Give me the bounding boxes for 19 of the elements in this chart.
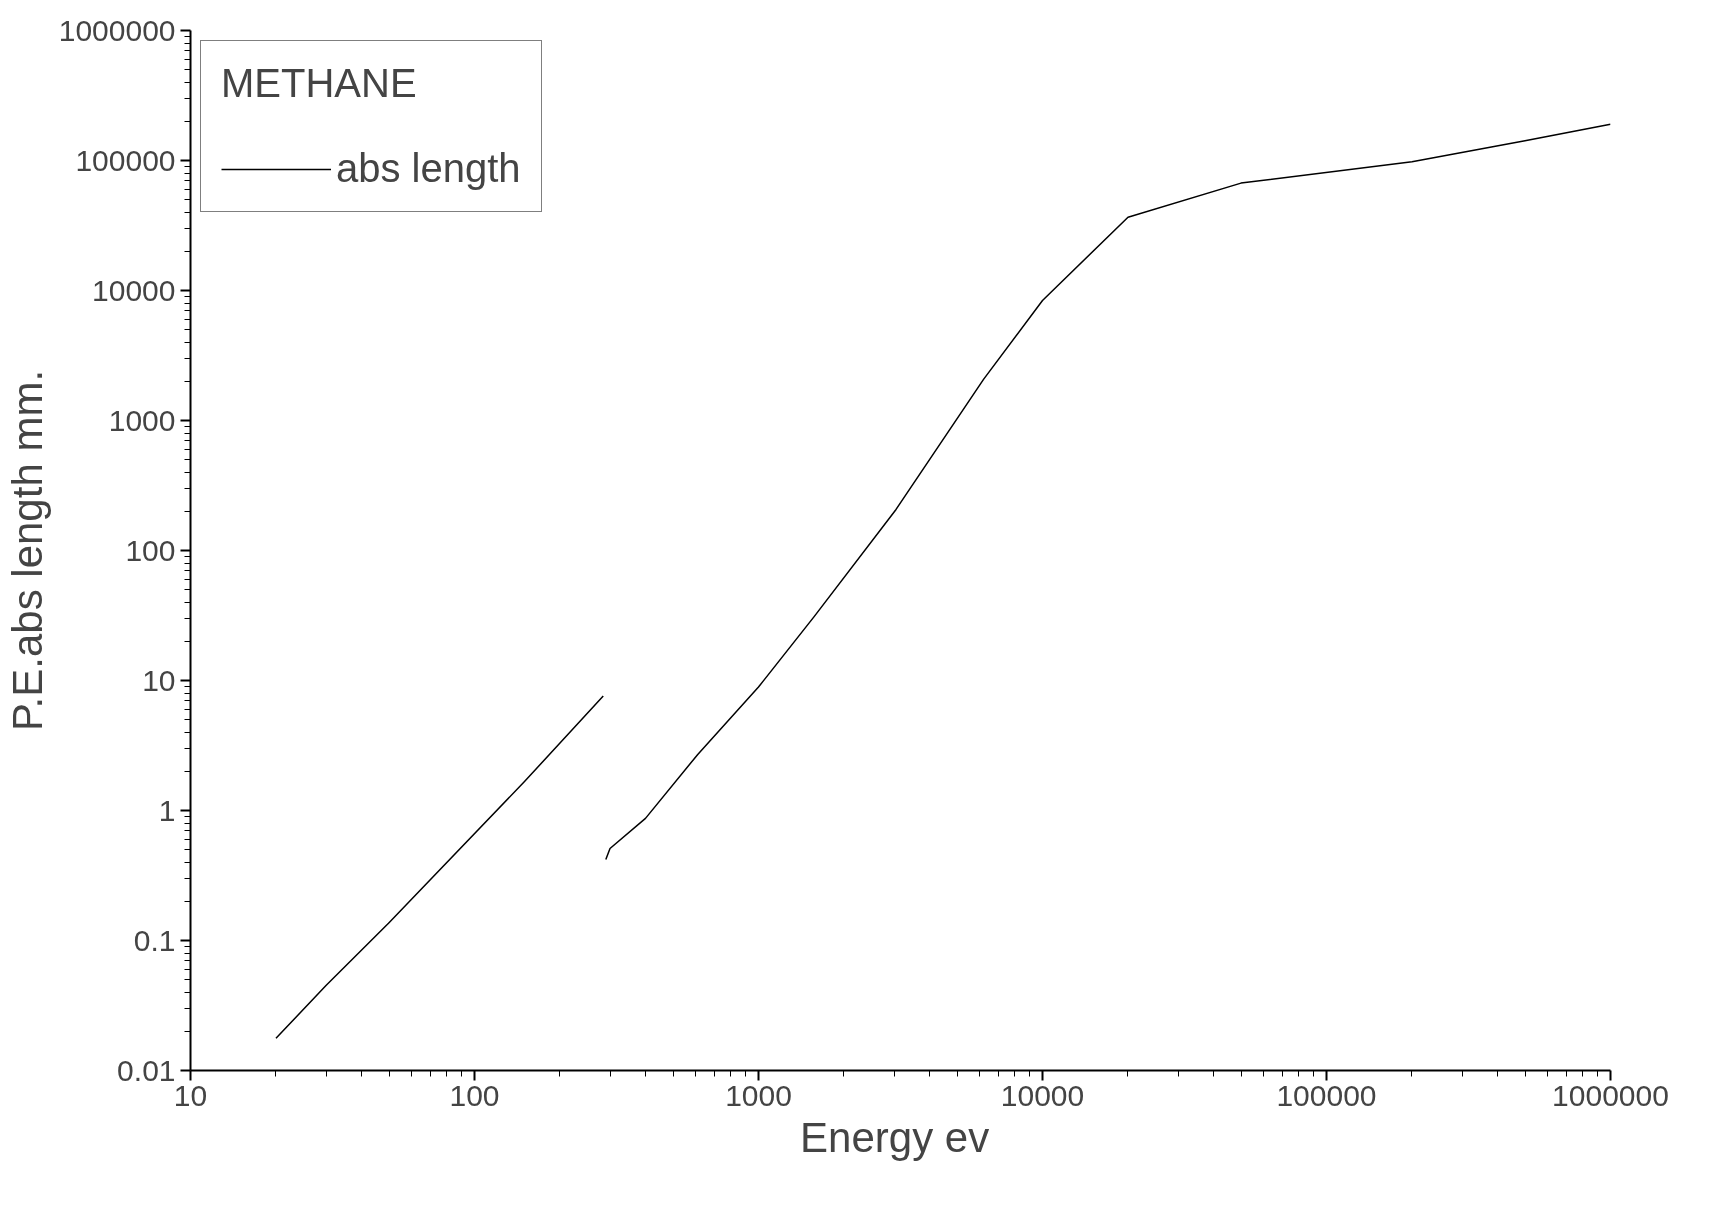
y-axis-title: P.E.abs length mm. bbox=[3, 369, 51, 732]
x-tick-label: 1000000 bbox=[1552, 1078, 1669, 1112]
y-tick-label: 100000 bbox=[75, 143, 176, 177]
x-axis-title: Energy ev bbox=[800, 1113, 990, 1161]
y-tick-label: 1000000 bbox=[58, 13, 176, 47]
y-tick-label: 10000 bbox=[92, 273, 176, 307]
legend-title: METHANE bbox=[221, 61, 418, 106]
x-tick-label: 100000 bbox=[1276, 1078, 1377, 1112]
y-tick-label: 0.1 bbox=[133, 923, 176, 957]
legend-label: abs length bbox=[336, 146, 521, 191]
y-tick-label: 1000 bbox=[108, 403, 176, 437]
x-tick-label: 1000 bbox=[725, 1078, 792, 1112]
x-tick-label: 100 bbox=[449, 1078, 500, 1112]
y-tick-label: 10 bbox=[142, 663, 176, 697]
x-tick-label: 10000 bbox=[1000, 1078, 1085, 1112]
y-tick-label: 1 bbox=[158, 793, 176, 827]
y-tick-label: 100 bbox=[125, 533, 176, 567]
y-tick-label: 0.01 bbox=[117, 1053, 176, 1087]
x-tick-label: 10 bbox=[173, 1078, 208, 1112]
